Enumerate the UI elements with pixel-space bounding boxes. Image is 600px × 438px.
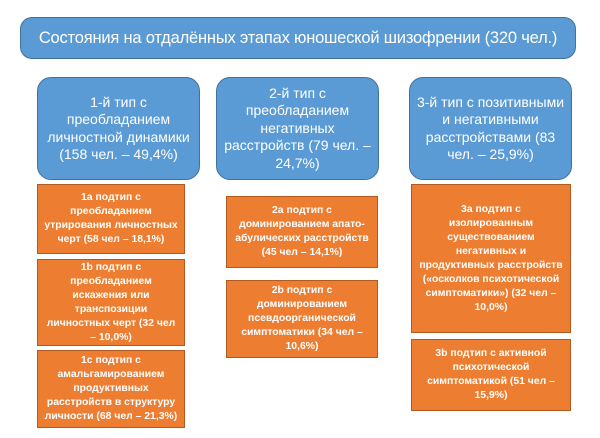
subtype-1a-box: 1а подтип с преобладанием утрирования ли… xyxy=(37,184,185,254)
subtype-2b-box: 2b подтип с доминированием псевдоорганич… xyxy=(226,280,378,358)
subtype-1b-box: 1b подтип с преобладанием искажения или … xyxy=(37,259,185,346)
subtype-3a-box: 3а подтип с изолированным существованием… xyxy=(411,184,571,333)
type-3-box: 3-й тип с позитивными и негативными расс… xyxy=(409,77,572,180)
subtype-3b-box: 3b подтип с активной психотической симпт… xyxy=(411,339,571,411)
diagram-title: Состояния на отдалённых этапах юношеской… xyxy=(20,17,576,59)
type-1-box: 1-й тип с преобладанием личностной динам… xyxy=(37,77,200,180)
subtype-2a-box: 2а подтип с доминированием апато-абуличе… xyxy=(226,196,378,268)
type-2-box: 2-й тип с преобладанием негативных расст… xyxy=(216,77,379,180)
subtype-1c-box: 1с подтип с амальгамированием продуктивн… xyxy=(37,350,185,428)
